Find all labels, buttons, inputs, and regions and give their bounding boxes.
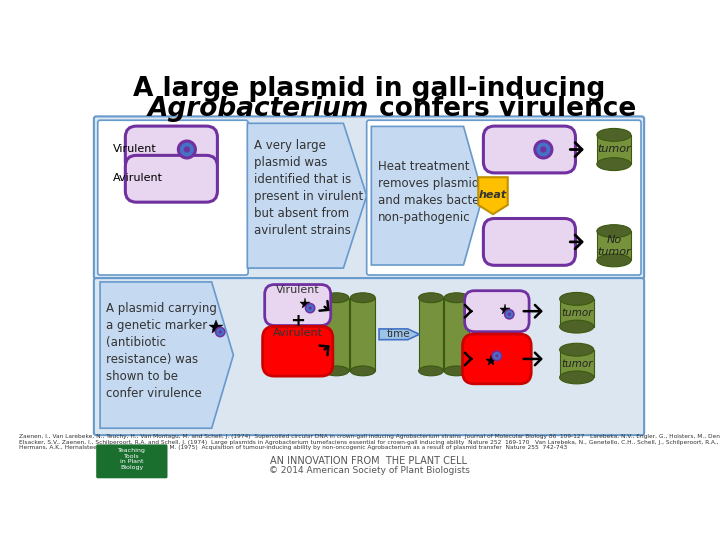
Bar [324,298,349,371]
Circle shape [177,139,197,159]
Text: Heat treatment
removes plasmid
and makes bacteria
non-pathogenic: Heat treatment removes plasmid and makes… [377,160,495,224]
Text: confers virulence: confers virulence [370,96,636,122]
Ellipse shape [351,293,375,302]
Circle shape [180,143,194,157]
Ellipse shape [444,366,469,376]
Text: Agrobacterium: Agrobacterium [148,96,369,122]
Circle shape [495,354,499,357]
Circle shape [492,350,503,361]
Text: Teaching
Tools
in Plant
Biology: Teaching Tools in Plant Biology [118,448,145,470]
Polygon shape [248,123,366,268]
Circle shape [218,330,222,334]
FancyBboxPatch shape [263,326,333,376]
Bar [597,135,631,164]
FancyBboxPatch shape [94,117,644,279]
Text: A large plasmid in gall-inducing: A large plasmid in gall-inducing [132,77,606,103]
FancyBboxPatch shape [125,156,217,202]
Ellipse shape [418,366,444,376]
Circle shape [216,328,224,336]
Ellipse shape [444,293,469,302]
Bar [418,298,444,371]
Text: Virulent: Virulent [276,285,320,295]
Text: tumor: tumor [597,145,631,154]
Circle shape [534,139,554,159]
FancyBboxPatch shape [483,219,575,265]
Text: AN INNOVATION FROM  THE PLANT CELL: AN INNOVATION FROM THE PLANT CELL [271,456,467,465]
Circle shape [508,313,511,316]
Circle shape [308,306,312,310]
Text: Avirulent: Avirulent [273,328,323,338]
Ellipse shape [559,371,594,384]
Text: time: time [387,329,410,339]
Circle shape [215,327,225,338]
Polygon shape [379,329,419,340]
Text: heat: heat [479,190,507,200]
Text: tumor: tumor [561,308,593,318]
Ellipse shape [351,366,375,376]
Ellipse shape [597,158,631,171]
Text: tumor: tumor [561,359,593,369]
Circle shape [306,304,314,312]
Ellipse shape [597,129,631,141]
Bar [444,298,469,371]
FancyBboxPatch shape [125,126,217,173]
Ellipse shape [559,343,594,356]
FancyBboxPatch shape [94,278,644,435]
Circle shape [305,303,315,314]
Circle shape [184,146,190,153]
Text: Virulent: Virulent [113,144,157,154]
Text: No
tumor: No tumor [597,235,631,256]
Ellipse shape [418,293,444,302]
Polygon shape [372,126,483,265]
FancyBboxPatch shape [96,444,168,478]
FancyBboxPatch shape [462,334,531,384]
FancyBboxPatch shape [98,120,248,275]
Bar [559,299,594,327]
Ellipse shape [597,225,631,238]
Circle shape [493,352,500,360]
Ellipse shape [597,254,631,267]
Text: +: + [290,312,305,330]
Bar [559,350,594,377]
FancyBboxPatch shape [265,285,330,326]
FancyBboxPatch shape [483,126,575,173]
Text: A plasmid carrying
a genetic marker
(antibiotic
resistance) was
shown to be
conf: A plasmid carrying a genetic marker (ant… [107,302,217,400]
Text: © 2014 American Society of Plant Biologists: © 2014 American Society of Plant Biologi… [269,466,469,475]
Circle shape [504,309,515,320]
Ellipse shape [324,293,349,302]
Ellipse shape [324,366,349,376]
Text: Avirulent: Avirulent [113,173,163,183]
Bar [351,298,375,371]
FancyBboxPatch shape [464,291,529,332]
Text: A very large
plasmid was
identified that is
present in virulent
but absent from
: A very large plasmid was identified that… [253,139,363,237]
Circle shape [540,146,546,153]
Polygon shape [100,282,233,428]
Ellipse shape [559,293,594,305]
FancyBboxPatch shape [366,120,641,275]
Ellipse shape [559,320,594,333]
Polygon shape [478,177,508,214]
Text: Zaenen, I., Van Larebeke, N., Teuchy, H., Van Montagu, M. and Schell, J. (1974) : Zaenen, I., Van Larebeke, N., Teuchy, H.… [19,434,719,450]
Bar [597,231,631,260]
Circle shape [505,310,513,318]
Circle shape [536,143,550,157]
